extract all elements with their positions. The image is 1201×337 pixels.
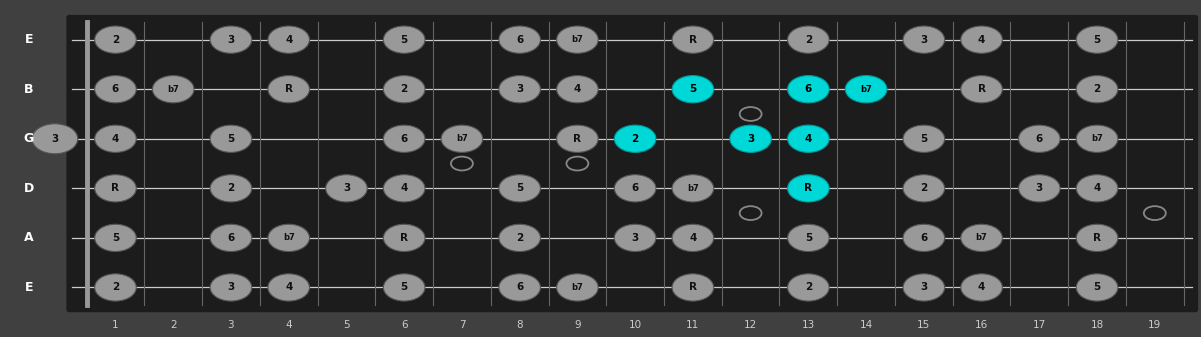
Text: b7: b7	[167, 85, 179, 94]
Text: 15: 15	[918, 319, 931, 330]
Text: 2: 2	[920, 183, 927, 193]
Text: R: R	[978, 84, 986, 94]
Ellipse shape	[1076, 224, 1118, 251]
Ellipse shape	[95, 224, 136, 251]
Text: 4: 4	[286, 319, 292, 330]
Text: 5: 5	[1093, 35, 1100, 44]
Text: R: R	[689, 282, 697, 293]
Text: R: R	[112, 183, 119, 193]
Text: R: R	[689, 35, 697, 44]
Ellipse shape	[95, 125, 136, 152]
Ellipse shape	[788, 274, 829, 301]
Text: 2: 2	[516, 233, 524, 243]
Ellipse shape	[556, 274, 598, 301]
Ellipse shape	[673, 175, 713, 202]
Ellipse shape	[268, 274, 310, 301]
Text: 3: 3	[52, 134, 59, 144]
Text: 6: 6	[1035, 134, 1042, 144]
Text: 9: 9	[574, 319, 581, 330]
Text: 5: 5	[805, 233, 812, 243]
Ellipse shape	[673, 224, 713, 251]
Ellipse shape	[383, 75, 425, 103]
Ellipse shape	[1018, 175, 1060, 202]
Text: 3: 3	[228, 319, 234, 330]
Text: b7: b7	[687, 184, 699, 193]
Text: 16: 16	[975, 319, 988, 330]
Text: 2: 2	[112, 282, 119, 293]
Ellipse shape	[498, 274, 540, 301]
Ellipse shape	[268, 75, 310, 103]
Text: 6: 6	[805, 84, 812, 94]
Text: 5: 5	[689, 84, 697, 94]
Text: 5: 5	[227, 134, 234, 144]
Ellipse shape	[1018, 125, 1060, 152]
Text: b7: b7	[572, 35, 584, 44]
FancyBboxPatch shape	[66, 15, 1199, 312]
Text: b7: b7	[456, 134, 468, 143]
Text: B: B	[24, 83, 34, 96]
Text: b7: b7	[860, 85, 872, 94]
Ellipse shape	[383, 224, 425, 251]
Ellipse shape	[788, 75, 829, 103]
Ellipse shape	[95, 274, 136, 301]
Ellipse shape	[268, 224, 310, 251]
Text: E: E	[24, 33, 34, 46]
Ellipse shape	[846, 75, 886, 103]
Text: 4: 4	[574, 84, 581, 94]
Ellipse shape	[788, 224, 829, 251]
Text: 6: 6	[516, 35, 524, 44]
Text: 4: 4	[689, 233, 697, 243]
Text: 5: 5	[1093, 282, 1100, 293]
Text: 13: 13	[802, 319, 815, 330]
Text: 3: 3	[227, 35, 234, 44]
Text: 14: 14	[860, 319, 873, 330]
Ellipse shape	[210, 125, 252, 152]
Text: 5: 5	[401, 35, 408, 44]
Text: 19: 19	[1148, 319, 1161, 330]
Ellipse shape	[498, 75, 540, 103]
Text: 6: 6	[920, 233, 927, 243]
Text: R: R	[573, 134, 581, 144]
Ellipse shape	[383, 125, 425, 152]
Text: 7: 7	[459, 319, 465, 330]
Ellipse shape	[730, 125, 771, 152]
Text: 2: 2	[805, 35, 812, 44]
Text: 3: 3	[920, 35, 927, 44]
Text: 2: 2	[805, 282, 812, 293]
Text: 3: 3	[632, 233, 639, 243]
Ellipse shape	[32, 124, 78, 154]
Ellipse shape	[903, 224, 945, 251]
Ellipse shape	[383, 274, 425, 301]
Ellipse shape	[673, 26, 713, 53]
Ellipse shape	[441, 125, 483, 152]
Ellipse shape	[961, 26, 1003, 53]
Ellipse shape	[210, 175, 252, 202]
Ellipse shape	[1076, 75, 1118, 103]
Ellipse shape	[961, 274, 1003, 301]
Ellipse shape	[383, 26, 425, 53]
Text: 5: 5	[401, 282, 408, 293]
Ellipse shape	[1076, 26, 1118, 53]
Ellipse shape	[95, 26, 136, 53]
Ellipse shape	[210, 224, 252, 251]
Text: A: A	[24, 232, 34, 244]
Ellipse shape	[556, 125, 598, 152]
Text: 3: 3	[342, 183, 349, 193]
Ellipse shape	[961, 224, 1003, 251]
Ellipse shape	[1076, 175, 1118, 202]
Text: 4: 4	[805, 134, 812, 144]
Text: 6: 6	[227, 233, 234, 243]
Text: 5: 5	[343, 319, 349, 330]
Text: 2: 2	[227, 183, 234, 193]
Text: 6: 6	[401, 134, 408, 144]
Text: 2: 2	[169, 319, 177, 330]
Ellipse shape	[498, 224, 540, 251]
Ellipse shape	[95, 75, 136, 103]
Text: R: R	[1093, 233, 1101, 243]
Text: R: R	[400, 233, 408, 243]
Text: 2: 2	[112, 35, 119, 44]
Text: 12: 12	[743, 319, 758, 330]
Ellipse shape	[788, 175, 829, 202]
Text: 2: 2	[632, 134, 639, 144]
